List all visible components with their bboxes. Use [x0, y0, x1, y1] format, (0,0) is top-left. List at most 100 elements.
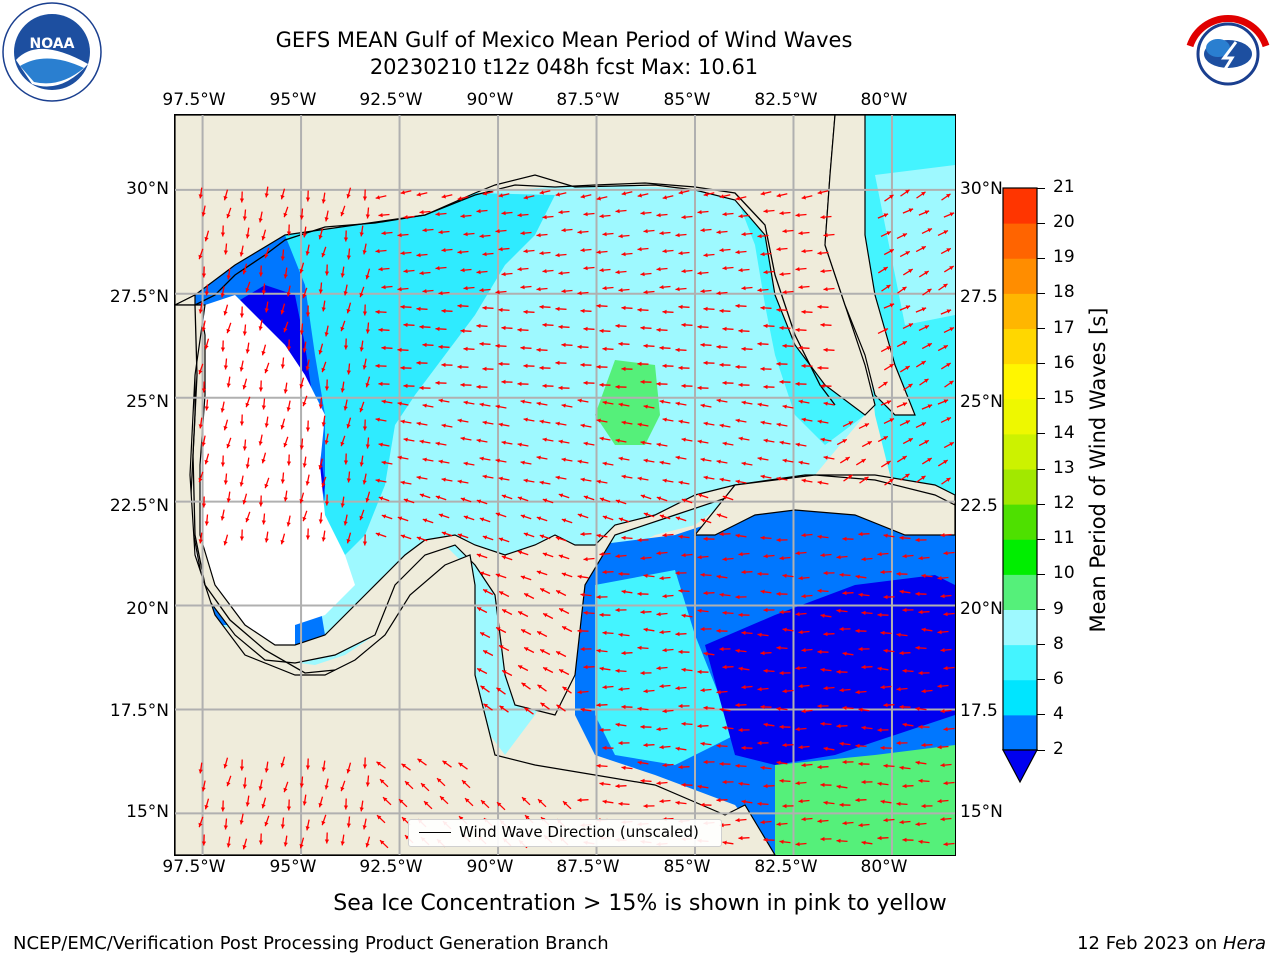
wave-direction-arrowhead: [520, 345, 525, 351]
wave-direction-arrowhead: [321, 367, 326, 373]
wave-direction-arrowhead: [602, 745, 607, 751]
wave-direction-arrowhead: [239, 198, 245, 203]
wave-direction-arrowhead: [403, 322, 408, 328]
wave-direction-arrowhead: [537, 631, 542, 636]
wave-direction-arrowhead: [302, 401, 307, 407]
wave-direction-arrowhead: [817, 703, 822, 709]
wave-direction-arrowhead: [618, 571, 623, 577]
wave-direction-arrowhead: [779, 272, 784, 277]
wave-direction-arrowhead: [201, 503, 207, 508]
wave-direction-arrowhead: [286, 522, 291, 527]
wave-direction-arrowhead: [204, 804, 209, 810]
wave-direction-arrowhead: [776, 247, 781, 252]
wave-direction-arrowhead: [896, 687, 901, 692]
wave-direction-arrowhead: [921, 246, 926, 251]
wave-direction-arrowhead: [577, 398, 582, 403]
wave-direction-arrowhead: [741, 630, 746, 635]
wave-direction-arrowhead: [577, 574, 582, 579]
wave-direction-arrowhead: [596, 594, 601, 600]
lon-tick-label: 87.5°W: [556, 857, 620, 877]
wave-direction-arrowhead: [637, 706, 642, 711]
wave-direction-arrowhead: [662, 648, 667, 653]
wave-direction-arrowhead: [795, 327, 800, 333]
wave-direction-arrowhead: [476, 499, 482, 504]
wave-direction-arrowhead: [536, 287, 541, 292]
wave-direction-arrowhead: [741, 745, 746, 751]
wave-direction-arrowhead: [324, 271, 330, 276]
lon-tick-label: 97.5°W: [162, 857, 226, 877]
map-canvas[interactable]: [175, 115, 955, 855]
wave-direction-arrowhead: [918, 724, 923, 730]
wave-direction-arrowhead: [839, 741, 844, 746]
wave-direction-arrowhead: [675, 401, 680, 406]
wave-direction-arrowhead: [517, 550, 523, 555]
wave-direction-arrowhead: [861, 557, 866, 562]
wave-direction-arrowhead: [943, 666, 948, 671]
wave-direction-arrowhead: [286, 292, 291, 297]
wave-direction-arrowhead: [498, 361, 503, 367]
wind-wave-direction-arrows: [198, 186, 955, 850]
wave-direction-arrowhead: [482, 420, 487, 425]
wave-direction-arrowhead: [681, 498, 687, 503]
wave-direction-arrowhead: [376, 761, 381, 766]
wave-direction-arrowhead: [481, 800, 486, 805]
wave-direction-arrowhead: [580, 362, 585, 368]
wave-direction-arrowhead: [760, 535, 765, 540]
wave-direction-arrowhead: [542, 498, 548, 503]
wave-direction-arrowhead: [763, 722, 768, 727]
wave-direction-arrowhead: [555, 536, 561, 541]
wave-direction-arrowhead: [703, 253, 708, 258]
wave-direction-arrowhead: [681, 215, 686, 220]
wave-direction-arrowhead: [763, 554, 768, 559]
wave-direction-arrowhead: [401, 763, 406, 768]
wave-direction-arrowhead: [779, 778, 784, 783]
wave-direction-arrowhead: [204, 521, 209, 526]
wave-direction-arrowhead: [596, 303, 601, 309]
wave-direction-arrowhead: [536, 570, 542, 575]
wave-direction-arrowhead: [678, 365, 683, 371]
map-panel[interactable]: [174, 114, 956, 856]
wave-direction-arrowhead: [719, 308, 724, 314]
wave-direction-arrowhead: [842, 590, 847, 596]
wave-direction-arrowhead: [558, 439, 563, 444]
wave-direction-arrowhead: [523, 309, 528, 315]
wave-direction-arrowhead: [378, 213, 383, 218]
wave-direction-arrowhead: [735, 418, 740, 423]
wave-direction-arrowhead: [855, 574, 860, 579]
wave-direction-arrowhead: [763, 607, 768, 613]
wave-direction-arrowhead: [716, 344, 721, 350]
wave-direction-arrowhead: [397, 401, 402, 406]
wave-direction-arrowhead: [299, 268, 304, 274]
wave-direction-arrowhead: [757, 234, 762, 239]
wave-direction-arrowhead: [435, 326, 440, 332]
colorbar-tick: [1037, 609, 1045, 610]
wave-direction-arrowhead: [776, 307, 781, 313]
wave-direction-arrowhead: [716, 398, 721, 403]
colorbar-tick-label: 8: [1053, 633, 1064, 654]
wave-direction-arrowhead: [562, 626, 567, 631]
wave-direction-arrowhead: [899, 650, 904, 656]
wave-direction-arrowhead: [681, 667, 686, 672]
wave-direction-arrowhead: [375, 363, 380, 369]
wave-direction-arrowhead: [523, 532, 529, 537]
wave-direction-arrowhead: [365, 382, 370, 388]
wave-direction-arrowhead: [343, 291, 348, 296]
wave-direction-arrowhead: [738, 552, 743, 557]
wave-direction-arrowhead: [615, 783, 620, 789]
coastline: [192, 182, 836, 674]
wave-direction-arrowhead: [905, 420, 910, 425]
wave-direction-arrowhead: [716, 513, 722, 518]
wave-direction-arrowhead: [902, 837, 907, 843]
wave-direction-arrowhead: [198, 477, 203, 483]
wave-direction-arrowhead: [763, 438, 768, 443]
wave-direction-arrowhead: [520, 285, 525, 290]
wave-direction-arrowhead: [722, 779, 727, 785]
wave-direction-arrowhead: [258, 272, 264, 277]
wave-direction-arrowhead: [223, 825, 228, 830]
wave-direction-arrowhead: [700, 289, 705, 294]
wave-direction-arrowhead: [400, 190, 405, 195]
wave-direction-arrowhead: [340, 441, 345, 447]
wave-direction-arrowhead: [640, 379, 645, 385]
wave-direction-arrowhead: [820, 721, 825, 726]
wave-direction-arrowhead: [637, 760, 642, 765]
